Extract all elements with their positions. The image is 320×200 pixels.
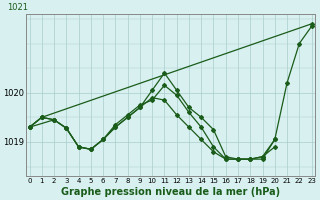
X-axis label: Graphe pression niveau de la mer (hPa): Graphe pression niveau de la mer (hPa) xyxy=(61,187,280,197)
Text: 1021: 1021 xyxy=(7,3,28,12)
